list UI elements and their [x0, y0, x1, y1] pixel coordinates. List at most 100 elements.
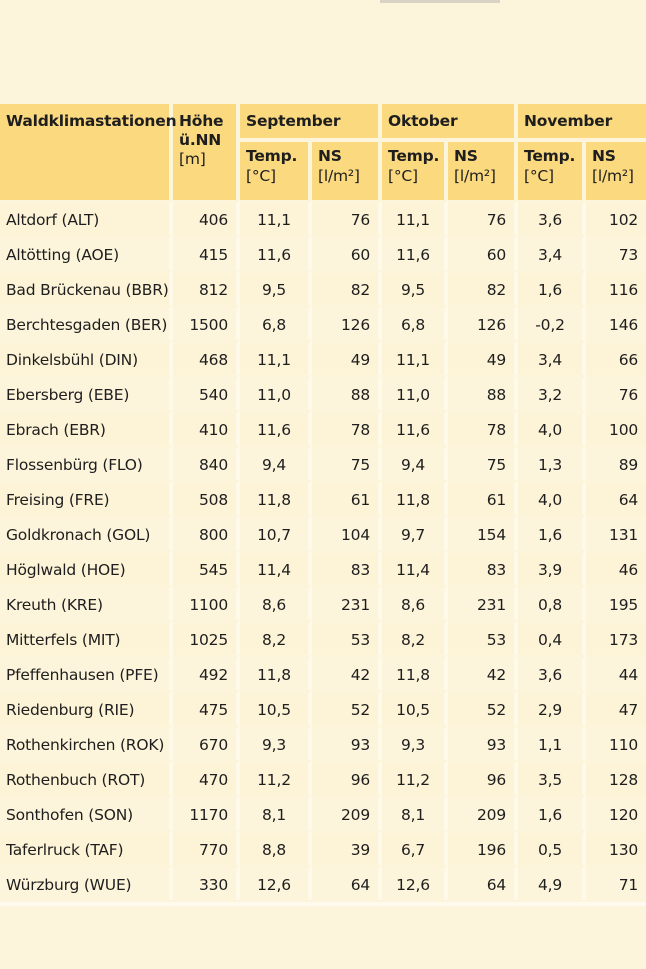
ns-nov-value: 71: [586, 865, 646, 900]
ns-nov-value: 120: [586, 795, 646, 830]
header-temp-nov: Temp. [°C]: [518, 138, 587, 200]
temp-oct-value: 8,6: [382, 585, 449, 620]
temp-oct-value: 11,4: [382, 550, 449, 585]
temp-sep-value: 12,6: [240, 865, 312, 900]
header-month-september: September: [240, 104, 383, 138]
temp-sep-value: 8,1: [240, 795, 312, 830]
ns-oct-value: 75: [448, 445, 519, 480]
temp-sep-value: 11,0: [240, 375, 312, 410]
ns-sep-value: 231: [312, 585, 383, 620]
temp-oct-value: 6,8: [382, 305, 449, 340]
ns-oct-value: 64: [448, 865, 519, 900]
header-height-line3: [m]: [179, 150, 206, 168]
station-name: Würzburg (WUE): [0, 865, 173, 900]
table-row: Höglwald (HOE) 545 11,4 83 11,4 83 3,9 46: [0, 550, 646, 585]
height-value: 1100: [173, 585, 240, 620]
height-value: 410: [173, 410, 240, 445]
ns-oct-value: 96: [448, 760, 519, 795]
temp-oct-value: 12,6: [382, 865, 449, 900]
ns-sep-value: 78: [312, 410, 383, 445]
temp-sep-value: 11,6: [240, 235, 312, 270]
station-name: Dinkelsbühl (DIN): [0, 340, 173, 375]
station-name: Höglwald (HOE): [0, 550, 173, 585]
temp-sep-value: 9,4: [240, 445, 312, 480]
station-name: Taferlruck (TAF): [0, 830, 173, 865]
temp-oct-value: 8,1: [382, 795, 449, 830]
ns-sep-value: 60: [312, 235, 383, 270]
height-value: 770: [173, 830, 240, 865]
temp-nov-value: 3,4: [518, 235, 587, 270]
ns-oct-value: 88: [448, 375, 519, 410]
ns-nov-value: 173: [586, 620, 646, 655]
table-row: Altötting (AOE) 415 11,6 60 11,6 60 3,4 73: [0, 235, 646, 270]
ns-nov-value: 102: [586, 200, 646, 235]
height-value: 415: [173, 235, 240, 270]
height-value: 812: [173, 270, 240, 305]
ns-sep-value: 104: [312, 515, 383, 550]
ns-label: NS: [592, 147, 616, 165]
ns-unit: [l/m²]: [592, 167, 634, 185]
ns-label: NS: [318, 147, 342, 165]
temp-nov-value: 3,6: [518, 655, 587, 690]
ns-oct-value: 53: [448, 620, 519, 655]
temp-sep-value: 11,2: [240, 760, 312, 795]
temp-oct-value: 10,5: [382, 690, 449, 725]
temp-label: Temp.: [388, 147, 440, 165]
ns-nov-value: 146: [586, 305, 646, 340]
table-row: Rothenkirchen (ROK) 670 9,3 93 9,3 93 1,1 110: [0, 725, 646, 760]
table-row: Riedenburg (RIE) 475 10,5 52 10,5 52 2,9 47: [0, 690, 646, 725]
table-row: Freising (FRE) 508 11,8 61 11,8 61 4,0 64: [0, 480, 646, 515]
temp-oct-value: 11,1: [382, 200, 449, 235]
header-station: Waldklimastationen: [0, 104, 177, 200]
table-row: Sonthofen (SON) 1170 8,1 209 8,1 209 1,6 120: [0, 795, 646, 830]
ns-nov-value: 110: [586, 725, 646, 760]
station-name: Rothenbuch (ROT): [0, 760, 173, 795]
temp-oct-value: 11,8: [382, 655, 449, 690]
temp-nov-value: 1,6: [518, 270, 587, 305]
ns-sep-value: 42: [312, 655, 383, 690]
temp-nov-value: -0,2: [518, 305, 587, 340]
ns-oct-value: 49: [448, 340, 519, 375]
temp-sep-value: 11,8: [240, 655, 312, 690]
table-body: Altdorf (ALT) 406 11,1 76 11,1 76 3,6 102 Altöt…: [0, 200, 646, 900]
temp-nov-value: 1,1: [518, 725, 587, 760]
temp-nov-value: 3,5: [518, 760, 587, 795]
temp-nov-value: 1,6: [518, 515, 587, 550]
temp-sep-value: 9,3: [240, 725, 312, 760]
ns-sep-value: 76: [312, 200, 383, 235]
temp-oct-value: 9,7: [382, 515, 449, 550]
ns-oct-value: 231: [448, 585, 519, 620]
temp-nov-value: 0,5: [518, 830, 587, 865]
table-row: Bad Brückenau (BBR) 812 9,5 82 9,5 82 1,6 116: [0, 270, 646, 305]
height-value: 492: [173, 655, 240, 690]
temp-nov-value: 3,6: [518, 200, 587, 235]
ns-sep-value: 126: [312, 305, 383, 340]
temp-nov-value: 2,9: [518, 690, 587, 725]
ns-sep-value: 82: [312, 270, 383, 305]
header-ns-oct: NS [l/m²]: [448, 138, 519, 200]
temp-nov-value: 0,8: [518, 585, 587, 620]
ns-sep-value: 88: [312, 375, 383, 410]
header-row-units: Temp. [°C] NS [l/m²] Temp. [°C] NS [l/m²] Te…: [0, 138, 646, 200]
temp-oct-value: 11,6: [382, 235, 449, 270]
table-row: Pfeffenhausen (PFE) 492 11,8 42 11,8 42 3,6 44: [0, 655, 646, 690]
temp-nov-value: 1,6: [518, 795, 587, 830]
temp-label: Temp.: [246, 147, 298, 165]
ns-sep-value: 39: [312, 830, 383, 865]
table-row: Altdorf (ALT) 406 11,1 76 11,1 76 3,6 102: [0, 200, 646, 235]
ns-sep-value: 64: [312, 865, 383, 900]
ns-sep-value: 49: [312, 340, 383, 375]
header-ns-sep: NS [l/m²]: [312, 138, 383, 200]
table-row: Ebersberg (EBE) 540 11,0 88 11,0 88 3,2 76: [0, 375, 646, 410]
bottom-divider: [0, 902, 646, 906]
temp-oct-value: 9,4: [382, 445, 449, 480]
temp-sep-value: 11,6: [240, 410, 312, 445]
temp-oct-value: 9,5: [382, 270, 449, 305]
temp-sep-value: 8,8: [240, 830, 312, 865]
ns-label: NS: [454, 147, 478, 165]
ns-sep-value: 93: [312, 725, 383, 760]
ns-sep-value: 52: [312, 690, 383, 725]
ns-nov-value: 44: [586, 655, 646, 690]
temp-nov-value: 3,9: [518, 550, 587, 585]
ns-unit: [l/m²]: [454, 167, 496, 185]
